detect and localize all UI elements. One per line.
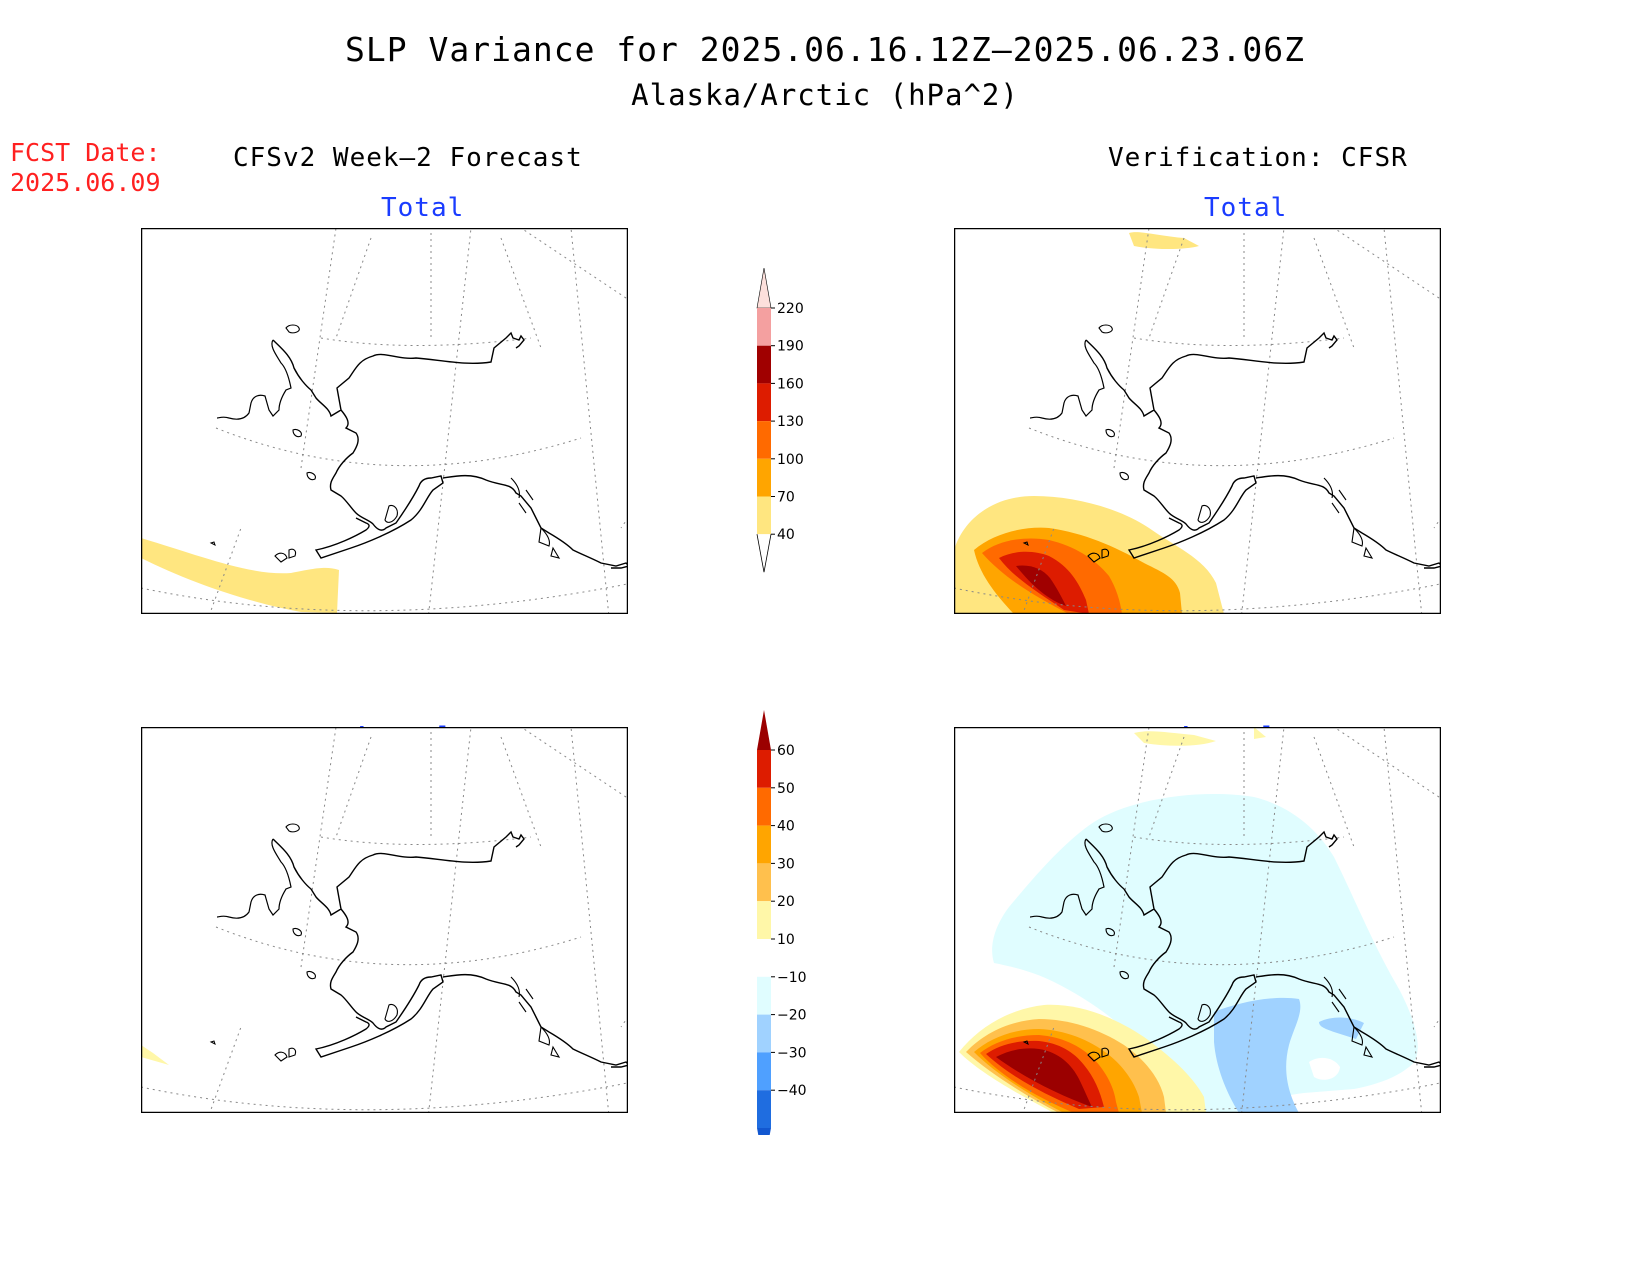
colorbar-anomaly-tick-label: −20: [777, 1008, 807, 1024]
colorbar-total-tick-label: 130: [777, 414, 804, 430]
panel-title-top-left: Total: [381, 193, 465, 223]
main-subtitle: Alaska/Arctic (hPa^2): [631, 78, 1019, 112]
colorbar-anomaly-box: [757, 901, 771, 939]
contour-fill-160-190: [1016, 565, 1066, 606]
map-frame: [954, 228, 1441, 614]
forecast-date-value: 2025.06.09: [10, 168, 161, 197]
contour-fill-neg20-neg30: [1214, 997, 1301, 1113]
colorbar-total-box: [757, 383, 771, 422]
colorbar-anomaly-box: [757, 1014, 771, 1053]
map-verification-anomaly: [954, 727, 1441, 1113]
colorbar-anomaly: 60 50 40 30 20 10 −10 −20 −30 −40: [757, 710, 807, 1135]
colorbar-total-tick-label: 70: [777, 490, 795, 506]
colorbar-anomaly-box: [757, 825, 771, 864]
colorbar-anomaly-tick-label: 60: [777, 743, 795, 759]
colorbar-anomaly-box: [757, 939, 771, 977]
colorbar-total-box: [757, 496, 771, 535]
forecast-date: FCST Date: 2025.06.09: [10, 138, 161, 198]
colorbar-anomaly-tick-label: 40: [777, 819, 795, 835]
colorbar-total-tick-label: 160: [777, 376, 804, 392]
colorbar-total-tick-label: 220: [777, 301, 804, 317]
right-column-heading: Verification: CFSR: [1108, 143, 1408, 173]
colorbar-anomaly-tick-label: 10: [777, 932, 795, 948]
colorbar-anomaly-cap-top: [757, 710, 771, 750]
map-verification-total: [954, 228, 1441, 614]
panel-title-top-right: Total: [1204, 193, 1288, 223]
colorbar-anomaly-tick-label: 30: [777, 856, 795, 872]
colorbar-total-box: [757, 345, 771, 384]
contour-fill-10-20: [141, 1045, 169, 1065]
contour-fill-10-20: [1134, 727, 1266, 746]
colorbar-anomaly-box: [757, 863, 771, 902]
colorbar-anomaly-box: [757, 1052, 771, 1091]
contour-fill-neg10-neg20: [992, 794, 1418, 1113]
colorbar-anomaly-box: [757, 976, 771, 1015]
map-forecast-anomaly: [141, 727, 628, 1113]
colorbar-anomaly-box: [757, 750, 771, 788]
colorbar-anomaly-box: [757, 787, 771, 826]
forecast-date-label: FCST Date:: [10, 138, 161, 167]
colorbar-total-box: [757, 308, 771, 346]
map-frame: [141, 727, 628, 1113]
left-column-heading: CFSv2 Week–2 Forecast: [233, 143, 583, 173]
main-title: SLP Variance for 2025.06.16.12Z–2025.06.…: [345, 30, 1305, 69]
colorbar-anomaly-tick-label: −30: [777, 1045, 807, 1061]
colorbar-total-tick-label: 190: [777, 339, 804, 355]
map-frame: [954, 727, 1441, 1113]
colorbar-anomaly-tick-label: 20: [777, 894, 795, 910]
colorbar-total-cap-bottom: [756, 534, 772, 573]
colorbar-total-tick-label: 100: [777, 452, 804, 468]
colorbar-total-cap-top: [756, 268, 772, 309]
colorbar-anomaly-cap-bottom: [757, 1128, 771, 1135]
colorbar-total-box: [757, 458, 771, 497]
map-forecast-total: [141, 228, 628, 614]
contour-fill-40-70: [141, 538, 339, 613]
map-frame: [141, 228, 628, 614]
colorbar-anomaly-tick-label: −40: [777, 1083, 807, 1099]
colorbar-anomaly-tick-label: −10: [777, 970, 807, 986]
colorbar-total: 220 190 160 130 100 70 40: [756, 268, 804, 573]
contour-fill-60-plus: [996, 1048, 1092, 1107]
colorbar-anomaly-box: [757, 1090, 771, 1128]
colorbar-total-box: [757, 421, 771, 459]
colorbar-total-tick-label: 40: [777, 527, 795, 543]
colorbar-anomaly-tick-label: 50: [777, 781, 795, 797]
